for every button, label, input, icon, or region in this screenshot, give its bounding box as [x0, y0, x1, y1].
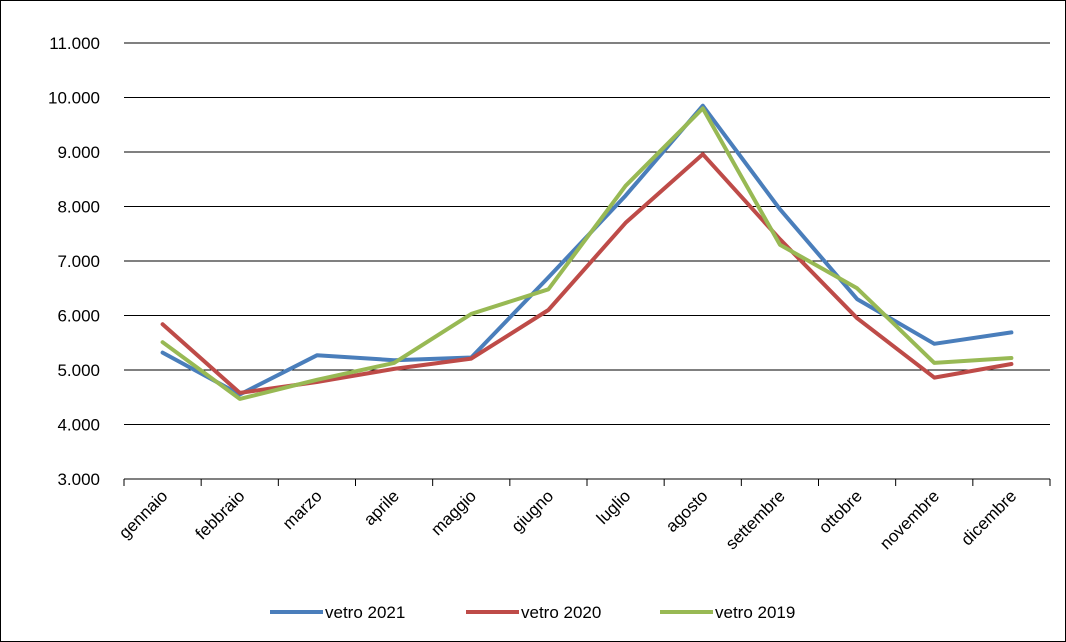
x-axis	[123, 478, 1051, 486]
y-axis-ticks: 3.000 4.000 5.000 6.000 7.000 8.000 9.000 10.00…	[48, 34, 100, 489]
legend: vetro 2021 vetro 2020 vetro 2019	[270, 603, 795, 622]
y-tick-label: 11.000	[49, 34, 100, 53]
series-lines	[160, 103, 1014, 401]
x-axis-ticks: gennaio febbraio marzo aprile maggio giugno lu…	[115, 486, 1020, 553]
series-line	[160, 152, 1014, 395]
x-tick-label: settembre	[722, 486, 789, 553]
x-tick-label: agosto	[662, 486, 712, 536]
y-tick-label: 8.000	[57, 198, 100, 217]
y-tick-label: 10.000	[48, 89, 100, 108]
x-tick-label: novembre	[876, 486, 943, 553]
x-tick-label: maggio	[427, 486, 480, 539]
x-tick-label: luglio	[593, 486, 635, 528]
x-tick-label: giugno	[508, 486, 558, 536]
gridlines	[124, 42, 1050, 425]
x-tick-label: marzo	[279, 486, 326, 533]
x-tick-label: ottobre	[815, 486, 866, 537]
x-tick-label: gennaio	[115, 486, 171, 542]
x-tick-label: febbraio	[192, 486, 249, 543]
y-tick-label: 6.000	[57, 307, 100, 326]
y-tick-label: 4.000	[57, 416, 100, 435]
x-tick-label: aprile	[360, 486, 403, 529]
legend-label: vetro 2019	[715, 603, 795, 622]
series-line	[160, 106, 1014, 401]
legend-label: vetro 2020	[521, 603, 601, 622]
y-tick-label: 9.000	[57, 143, 100, 162]
y-tick-label: 7.000	[57, 252, 100, 271]
x-tick-label: dicembre	[957, 486, 1020, 549]
series-line	[160, 103, 1014, 397]
legend-label: vetro 2021	[325, 603, 405, 622]
y-tick-label: 3.000	[57, 470, 100, 489]
y-tick-label: 5.000	[57, 361, 100, 380]
